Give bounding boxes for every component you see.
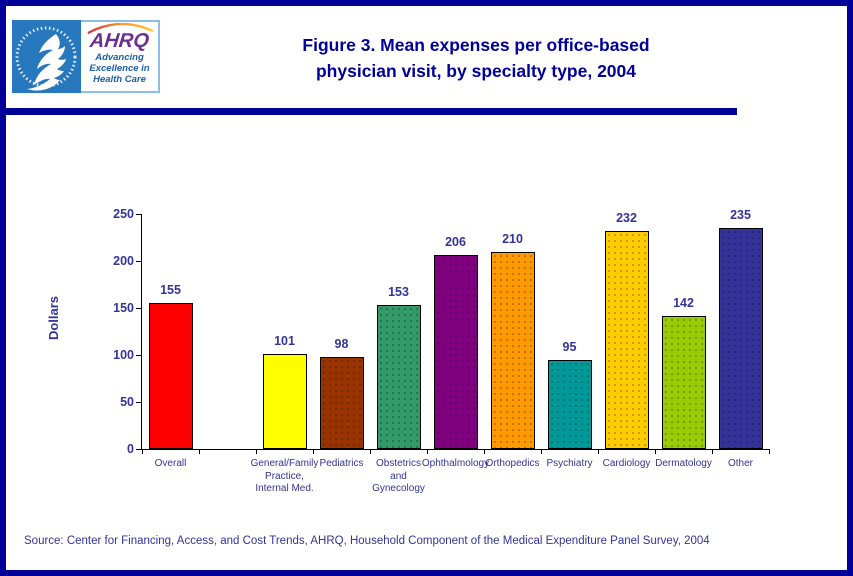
hhs-eagle-icon: [15, 26, 77, 91]
y-tick-label: 0: [127, 442, 134, 456]
bar: [262, 354, 307, 449]
x-category-label: Dermatology: [639, 458, 729, 471]
x-tick: [483, 449, 485, 454]
source-note: Source: Center for Financing, Access, an…: [24, 535, 710, 547]
x-category-label-line: General/Family: [250, 458, 319, 469]
bar: [319, 356, 364, 449]
x-tick: [711, 449, 713, 454]
x-category-label: Pediatrics: [297, 458, 387, 471]
y-tick-label: 250: [113, 207, 134, 221]
x-tick: [540, 449, 542, 454]
x-tick: [141, 449, 143, 454]
y-tick-label: 100: [113, 348, 134, 362]
bar-value-label: 101: [274, 334, 295, 349]
ahrq-wordmark: AHRQ: [88, 30, 151, 52]
bar-value-label: 95: [562, 339, 577, 354]
x-category-label-line: Obstetrics: [375, 458, 421, 469]
x-category-label: General/Family Practice, Internal Med.: [240, 458, 330, 496]
x-category-label-line: Internal Med.: [255, 483, 314, 494]
x-tick: [312, 449, 314, 454]
x-category-label-line: Other: [727, 458, 753, 469]
ahrq-tagline-line: Advancing: [95, 52, 144, 63]
bar: [433, 255, 478, 449]
ahrq-tagline-line: Health Care: [93, 74, 146, 85]
bar: [376, 305, 421, 449]
bar: [604, 230, 649, 449]
bar: [148, 303, 193, 449]
bar: [661, 315, 706, 449]
x-category-label: Psychiatry: [525, 458, 615, 471]
bar-value-label: 155: [160, 283, 181, 298]
title-divider-bar: [6, 108, 737, 115]
x-tick: [768, 449, 770, 454]
bar-value-label: 153: [388, 285, 409, 300]
x-category-label-line: Psychiatry: [546, 458, 593, 469]
x-category-label: Other: [696, 458, 786, 471]
ahrq-tagline-line: Excellence in: [89, 63, 150, 74]
y-tick: [136, 213, 142, 215]
bar: [547, 359, 592, 449]
x-tick: [654, 449, 656, 454]
x-category-label-line: Ophthalmology: [421, 458, 490, 469]
y-tick: [136, 307, 142, 309]
figure-title: Figure 3. Mean expenses per office-based…: [166, 32, 786, 84]
plot-area: 0 50 100 150 200 250 155 Overall 101 General/Fami…: [113, 207, 770, 494]
y-tick-label: 150: [113, 301, 134, 315]
x-tick: [597, 449, 599, 454]
y-tick-label: 200: [113, 254, 134, 268]
hhs-seal-icon: [12, 20, 81, 93]
y-tick: [136, 401, 142, 403]
y-axis-title: Dollars: [46, 295, 61, 341]
bar-value-label: 232: [616, 210, 637, 225]
x-category-label-line: Gynecology: [372, 483, 425, 494]
ahrq-tagline: Advancing Excellence in Health Care: [89, 52, 149, 85]
figure-title-line-2: physician visit, by specialty type, 2004: [315, 61, 637, 81]
x-category-label-line: Practice,: [265, 470, 304, 482]
x-category-label-line: and: [390, 470, 407, 482]
x-category-label: Overall: [126, 458, 216, 471]
ahrq-wordmark-box: AHRQ Advancing Excellence in Health Care: [81, 20, 160, 93]
x-tick: [198, 449, 200, 454]
bar-value-label: 210: [502, 231, 523, 246]
x-category-label-line: Pediatrics: [319, 458, 364, 469]
bar-value-label: 235: [730, 208, 751, 223]
y-tick: [136, 354, 142, 356]
x-category-label-line: Cardiology: [602, 458, 651, 469]
x-category-label: Obstetrics and Gynecology: [354, 458, 444, 496]
x-category-label: Orthopedics: [468, 458, 558, 471]
ahrq-swoosh-icon: [86, 23, 153, 34]
x-tick: [426, 449, 428, 454]
bar-value-label: 142: [673, 295, 694, 310]
y-tick-label: 50: [120, 395, 134, 409]
figure-title-line-1: Figure 3. Mean expenses per office-based: [302, 35, 650, 55]
x-category-label: Cardiology: [582, 458, 672, 471]
ahrq-logo: AHRQ Advancing Excellence in Health Care: [12, 20, 160, 93]
x-category-label: Ophthalmology: [411, 458, 501, 471]
x-tick: [255, 449, 257, 454]
y-tick: [136, 448, 142, 450]
x-category-label-line: Dermatology: [655, 458, 712, 469]
bar: [490, 251, 535, 449]
bar: [718, 228, 763, 449]
x-tick: [369, 449, 371, 454]
y-tick: [136, 260, 142, 262]
x-category-label-line: Orthopedics: [485, 458, 540, 469]
x-category-label-line: Overall: [154, 458, 187, 469]
bar-value-label: 98: [334, 336, 349, 351]
bar-value-label: 206: [445, 235, 466, 250]
